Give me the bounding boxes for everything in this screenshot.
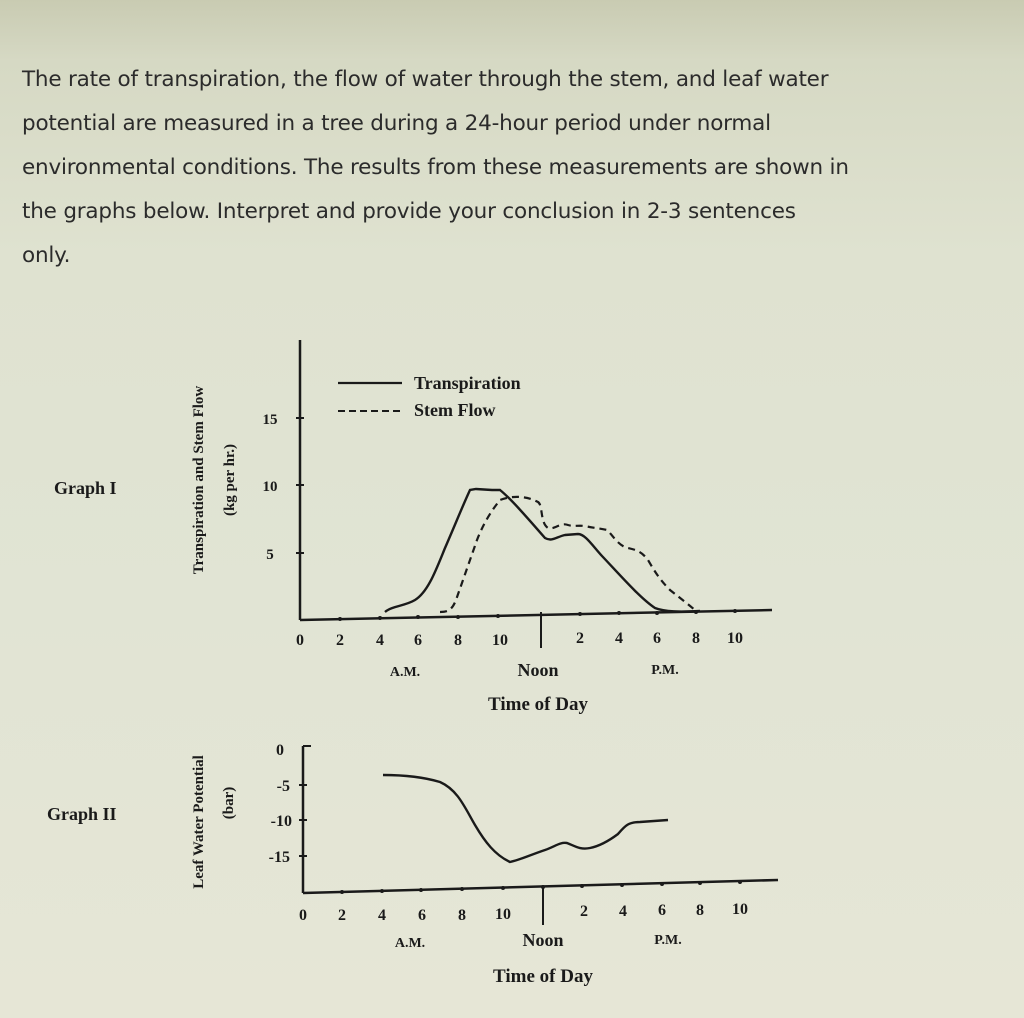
legend-stem-flow-label: Stem Flow [414, 400, 495, 420]
prompt-line-1: The rate of transpiration, the flow of w… [22, 67, 829, 92]
graph-1-ytick-5: 5 [266, 547, 274, 563]
graph-2-xtick: 2 [580, 903, 588, 920]
graph-2-xtick: 0 [299, 907, 307, 924]
graph-2-xtick: 8 [696, 902, 704, 919]
graph-1-xtick: 6 [653, 630, 661, 647]
graph-1-am-label: A.M. [390, 665, 420, 680]
prompt-line-3: environmental conditions. The results fr… [22, 155, 849, 180]
prompt-line-2: potential are measured in a tree during … [22, 111, 771, 136]
graph-2-am-label: A.M. [395, 936, 425, 951]
graph-1-xtick: 10 [727, 630, 743, 647]
graph-2-xlabel: Time of Day [493, 966, 593, 987]
graph-1-xtick: 8 [454, 632, 462, 649]
graph-2-noon-label: Noon [522, 930, 563, 950]
graph-1-ytick-10: 10 [263, 479, 278, 495]
graph-2-ylabel: Leaf Water Potential [191, 755, 207, 889]
graph-2-ytick-minus5: -5 [277, 778, 290, 795]
graph-1-pm-label: P.M. [651, 663, 678, 678]
graph-1-xtick: 4 [376, 632, 384, 649]
graph-1-noon-label: Noon [517, 660, 558, 680]
graph-2-xtick: 4 [378, 907, 386, 924]
leaf-water-potential-line [382, 773, 669, 864]
graph-1-xtick: 8 [692, 630, 700, 647]
graph-1-xlabel: Time of Day [488, 694, 588, 715]
question-prompt: The rate of transpiration, the flow of w… [22, 58, 1002, 278]
graph-1-ytick-15: 15 [263, 412, 278, 428]
graph-2-xtick: 6 [658, 902, 666, 919]
graph-1-x-axis [299, 608, 773, 622]
graph-2-pm-label: P.M. [654, 933, 681, 948]
graph-1-label: Graph I [54, 478, 117, 498]
prompt-line-5: only. [22, 243, 71, 268]
graph-1-xtick: 2 [576, 630, 584, 647]
graph-1-ylabel-units: (kg per hr.) [222, 444, 238, 516]
stem-flow-line [439, 495, 697, 614]
graph-2-ylabel-units: (bar) [221, 787, 237, 820]
graph-2-xtick: 4 [619, 903, 627, 920]
graph-2-ytick-minus15: -15 [269, 849, 290, 866]
graph-2-x-axis [302, 878, 779, 895]
graph-2-ytick-minus10: -10 [271, 813, 292, 830]
legend-transpiration-label: Transpiration [414, 373, 521, 393]
graph-1-xtick: 4 [615, 630, 623, 647]
graph-2-label: Graph II [47, 804, 117, 824]
graph-1-xtick: 2 [336, 632, 344, 649]
graph-1-xtick: 0 [296, 632, 304, 649]
graph-2: Leaf Water Potential (bar) 0 -5 -10 -15 … [191, 742, 779, 987]
graph-2-ytick-0: 0 [276, 742, 284, 759]
graph-2-xtick: 8 [458, 907, 466, 924]
graph-1-xtick: 6 [414, 632, 422, 649]
graph-2-xtick: 10 [732, 901, 748, 918]
graph-2-xtick: 10 [495, 906, 511, 923]
graph-1-ylabel: Transpiration and Stem Flow [191, 386, 207, 575]
prompt-line-4: the graphs below. Interpret and provide … [22, 199, 796, 224]
graph-1-xtick: 10 [492, 632, 508, 649]
graph-2-xtick: 2 [338, 907, 346, 924]
graph-2-xtick: 6 [418, 907, 426, 924]
graph-1: Transpiration and Stem Flow (kg per hr.)… [191, 340, 773, 715]
transpiration-line [384, 487, 701, 613]
